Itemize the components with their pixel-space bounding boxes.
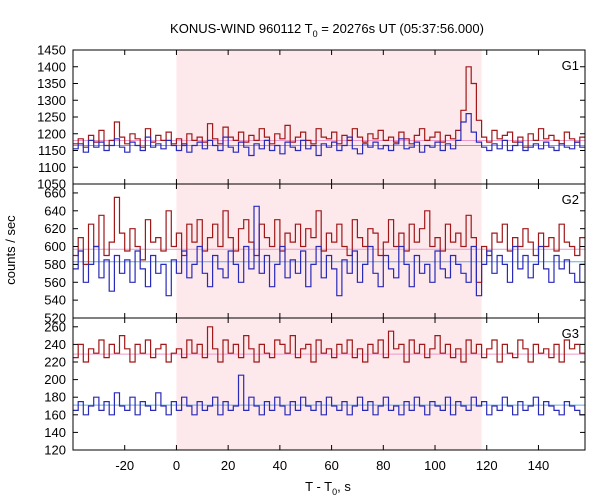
plot-area: 105011001150120012501300135014001450G152…	[37, 43, 586, 473]
panel-g2: 520 540 560 580 600 620 640 660 G2	[44, 183, 586, 326]
highlight-interval	[176, 50, 482, 184]
y-tick-label: 600	[44, 239, 66, 254]
y-tick-label: 1150	[38, 143, 66, 158]
y-tick-label: 1250	[37, 110, 66, 125]
x-tick-label: 40	[273, 458, 287, 473]
y-tick-label: 1100	[38, 160, 66, 175]
y-tick-label: 200	[44, 372, 66, 387]
y-tick-label: 1450	[37, 43, 66, 58]
x-tick-label: 20	[221, 458, 235, 473]
y-tick-label: 580	[44, 257, 66, 272]
y-tick-label: 160	[44, 407, 66, 422]
x-tick-label: 80	[376, 458, 390, 473]
chart-title: KONUS-WIND 960112 T0 = 20276s UT (05:37:…	[170, 21, 484, 39]
y-tick-label: 220	[44, 355, 66, 370]
y-tick-label: 140	[44, 425, 66, 440]
y-tick-label: 180	[44, 390, 66, 405]
y-tick-label: 660	[44, 185, 66, 200]
series-b-line	[73, 205, 585, 297]
y-tick-label: 1050	[37, 177, 66, 192]
x-axis-label: T - T0, s	[305, 479, 351, 497]
y-tick-label: 1400	[37, 59, 66, 74]
y-tick-label: 520	[44, 311, 66, 326]
x-tick-label: 120	[476, 458, 498, 473]
y-tick-label: 560	[44, 275, 66, 290]
y-tick-label: 240	[44, 337, 66, 352]
y-tick-label: 120	[44, 443, 66, 458]
x-tick-label: -20	[115, 458, 134, 473]
series-a-line	[73, 326, 585, 363]
y-tick-label: 1200	[37, 126, 66, 141]
x-tick-label: 60	[324, 458, 338, 473]
panel-frame	[72, 317, 586, 451]
panel-label: G2	[562, 192, 579, 207]
highlight-interval	[176, 184, 482, 318]
y-axis-label: counts / sec	[3, 215, 18, 285]
highlight-interval	[176, 318, 482, 450]
y-tick-label: 620	[44, 221, 66, 236]
y-tick-label: 260	[44, 319, 66, 334]
x-tick-label: 140	[528, 458, 550, 473]
panel-label: G1	[562, 58, 579, 73]
y-tick-label: 1300	[37, 93, 66, 108]
series-a-line	[73, 196, 585, 283]
panel-g3: 120 140 160 180 200 220 240 260 G3	[44, 317, 586, 458]
x-tick-label: 0	[173, 458, 180, 473]
y-tick-label: 1350	[37, 76, 66, 91]
series-b-line	[73, 374, 585, 416]
panel-label: G3	[562, 326, 579, 341]
series-b-line	[73, 113, 585, 157]
x-tick-label: 100	[424, 458, 446, 473]
series-a-line	[73, 66, 585, 148]
y-tick-label: 540	[44, 293, 66, 308]
y-tick-label: 640	[44, 203, 66, 218]
